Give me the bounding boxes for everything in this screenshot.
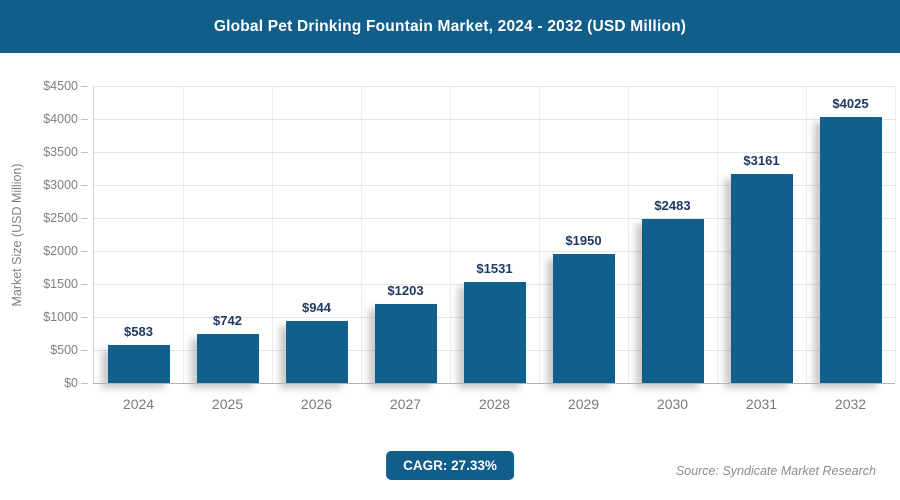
y-tick-label: $3500 bbox=[43, 145, 78, 159]
bar-2026 bbox=[285, 320, 348, 383]
vertical-gridline bbox=[806, 86, 807, 383]
bar-value-label: $2483 bbox=[654, 198, 691, 214]
cagr-badge: CAGR: 27.33% bbox=[386, 451, 514, 480]
bar-value-label: $4025 bbox=[832, 96, 869, 112]
bar-2032 bbox=[819, 117, 882, 383]
y-tick-label: $4000 bbox=[43, 112, 78, 126]
x-tick-label: 2030 bbox=[656, 396, 689, 412]
bar-value-label: $1203 bbox=[387, 282, 424, 298]
horizontal-gridline bbox=[94, 86, 895, 87]
y-tick-label: $2500 bbox=[43, 211, 78, 225]
horizontal-gridline bbox=[94, 152, 895, 153]
y-axis-tick bbox=[81, 251, 88, 252]
x-tick-label: 2027 bbox=[389, 396, 422, 412]
source-text: Source: Syndicate Market Research bbox=[675, 464, 876, 478]
chart-title-bar: Global Pet Drinking Fountain Market, 202… bbox=[0, 0, 900, 53]
y-axis-tick bbox=[81, 152, 88, 153]
x-tick-label: 2026 bbox=[300, 396, 333, 412]
y-tick-label: $4500 bbox=[43, 79, 78, 93]
bar-2030 bbox=[641, 219, 704, 383]
x-tick-label: 2028 bbox=[478, 396, 511, 412]
y-tick-label: $3000 bbox=[43, 178, 78, 192]
bar-value-label: $742 bbox=[213, 313, 242, 329]
vertical-gridline bbox=[628, 86, 629, 383]
y-tick-label: $1500 bbox=[43, 277, 78, 291]
bar-2028 bbox=[463, 281, 526, 383]
horizontal-gridline bbox=[94, 251, 895, 252]
x-tick-label: 2025 bbox=[211, 396, 244, 412]
bar-2029 bbox=[552, 254, 615, 383]
plot-area: $0 $500 $1000 $1500 $2000 $2500 $3000 $3500 $400… bbox=[0, 53, 900, 450]
vertical-gridline bbox=[717, 86, 718, 383]
y-tick-label: $2000 bbox=[43, 244, 78, 258]
bar-value-label: $944 bbox=[302, 299, 331, 315]
bar-2031 bbox=[730, 174, 793, 383]
x-axis-line bbox=[93, 383, 895, 384]
y-axis-tick bbox=[81, 383, 88, 384]
y-axis-tick bbox=[81, 218, 88, 219]
horizontal-gridline bbox=[94, 218, 895, 219]
y-axis-tick bbox=[81, 317, 88, 318]
vertical-gridline bbox=[895, 86, 896, 383]
y-axis-tick bbox=[81, 119, 88, 120]
horizontal-gridline bbox=[94, 185, 895, 186]
bar-2027 bbox=[374, 303, 437, 383]
bar-2024 bbox=[107, 344, 170, 383]
vertical-gridline bbox=[450, 86, 451, 383]
vertical-gridline bbox=[183, 86, 184, 383]
bar-value-label: $3161 bbox=[743, 153, 780, 169]
x-tick-label: 2024 bbox=[122, 396, 155, 412]
x-tick-label: 2032 bbox=[834, 396, 867, 412]
y-tick-label: $500 bbox=[50, 343, 78, 357]
y-axis-tick bbox=[81, 284, 88, 285]
y-axis-tick bbox=[81, 86, 88, 87]
y-axis-line bbox=[93, 86, 94, 383]
bar-value-label: $583 bbox=[124, 323, 153, 339]
bar-2025 bbox=[196, 334, 259, 383]
horizontal-gridline bbox=[94, 119, 895, 120]
y-axis-tick bbox=[81, 350, 88, 351]
chart-title: Global Pet Drinking Fountain Market, 202… bbox=[213, 17, 687, 35]
y-axis-tick bbox=[81, 185, 88, 186]
vertical-gridline bbox=[272, 86, 273, 383]
x-tick-label: 2031 bbox=[745, 396, 778, 412]
y-tick-label: $0 bbox=[64, 376, 78, 390]
bar-value-label: $1531 bbox=[476, 260, 513, 276]
y-tick-label: $1000 bbox=[43, 310, 78, 324]
vertical-gridline bbox=[361, 86, 362, 383]
bar-value-label: $1950 bbox=[565, 233, 602, 249]
x-tick-label: 2029 bbox=[567, 396, 600, 412]
vertical-gridline bbox=[539, 86, 540, 383]
